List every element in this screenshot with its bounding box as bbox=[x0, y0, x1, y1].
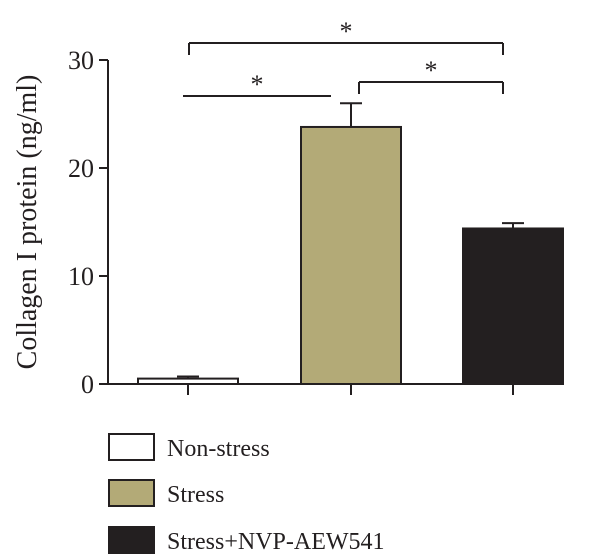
y-tick-label: 20 bbox=[68, 154, 94, 183]
y-axis-label: Collagen I protein (ng/ml) bbox=[12, 75, 43, 370]
legend-label: Stress+NVP-AEW541 bbox=[167, 529, 385, 555]
bar-stress-nvp-aew541 bbox=[462, 227, 564, 385]
bars bbox=[137, 125, 564, 386]
bar-stress bbox=[300, 125, 402, 386]
y-ticks: 0 10 20 30 bbox=[68, 46, 108, 399]
y-tick-label: 10 bbox=[68, 262, 94, 291]
significance-marker: * bbox=[251, 70, 264, 99]
bar-non-stress bbox=[137, 377, 239, 386]
legend-label: Non-stress bbox=[167, 436, 270, 462]
significance-brackets: * * * bbox=[183, 17, 504, 99]
y-tick-label: 30 bbox=[68, 46, 94, 75]
legend-swatch bbox=[108, 479, 155, 507]
error-bars bbox=[177, 102, 524, 379]
legend: Non-stress Stress Stress+NVP-AEW541 bbox=[108, 433, 385, 555]
significance-marker: * bbox=[425, 56, 438, 85]
x-ticks bbox=[187, 384, 514, 395]
legend-label: Stress bbox=[167, 482, 224, 508]
legend-swatch bbox=[108, 433, 155, 461]
y-tick-label: 0 bbox=[81, 370, 94, 399]
legend-swatch bbox=[108, 526, 155, 554]
significance-marker: * bbox=[340, 17, 353, 46]
